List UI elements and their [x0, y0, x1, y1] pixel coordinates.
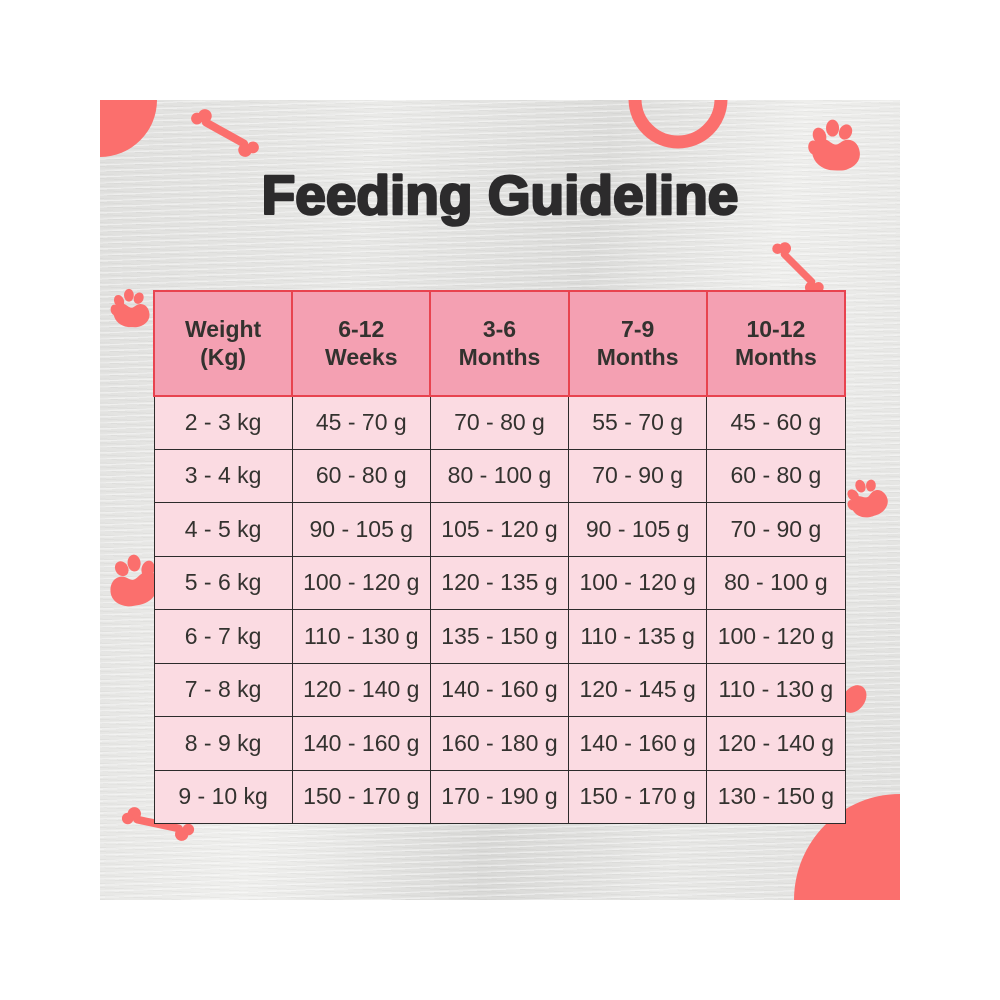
svg-text:Feeding Guideline: Feeding Guideline — [262, 164, 739, 226]
